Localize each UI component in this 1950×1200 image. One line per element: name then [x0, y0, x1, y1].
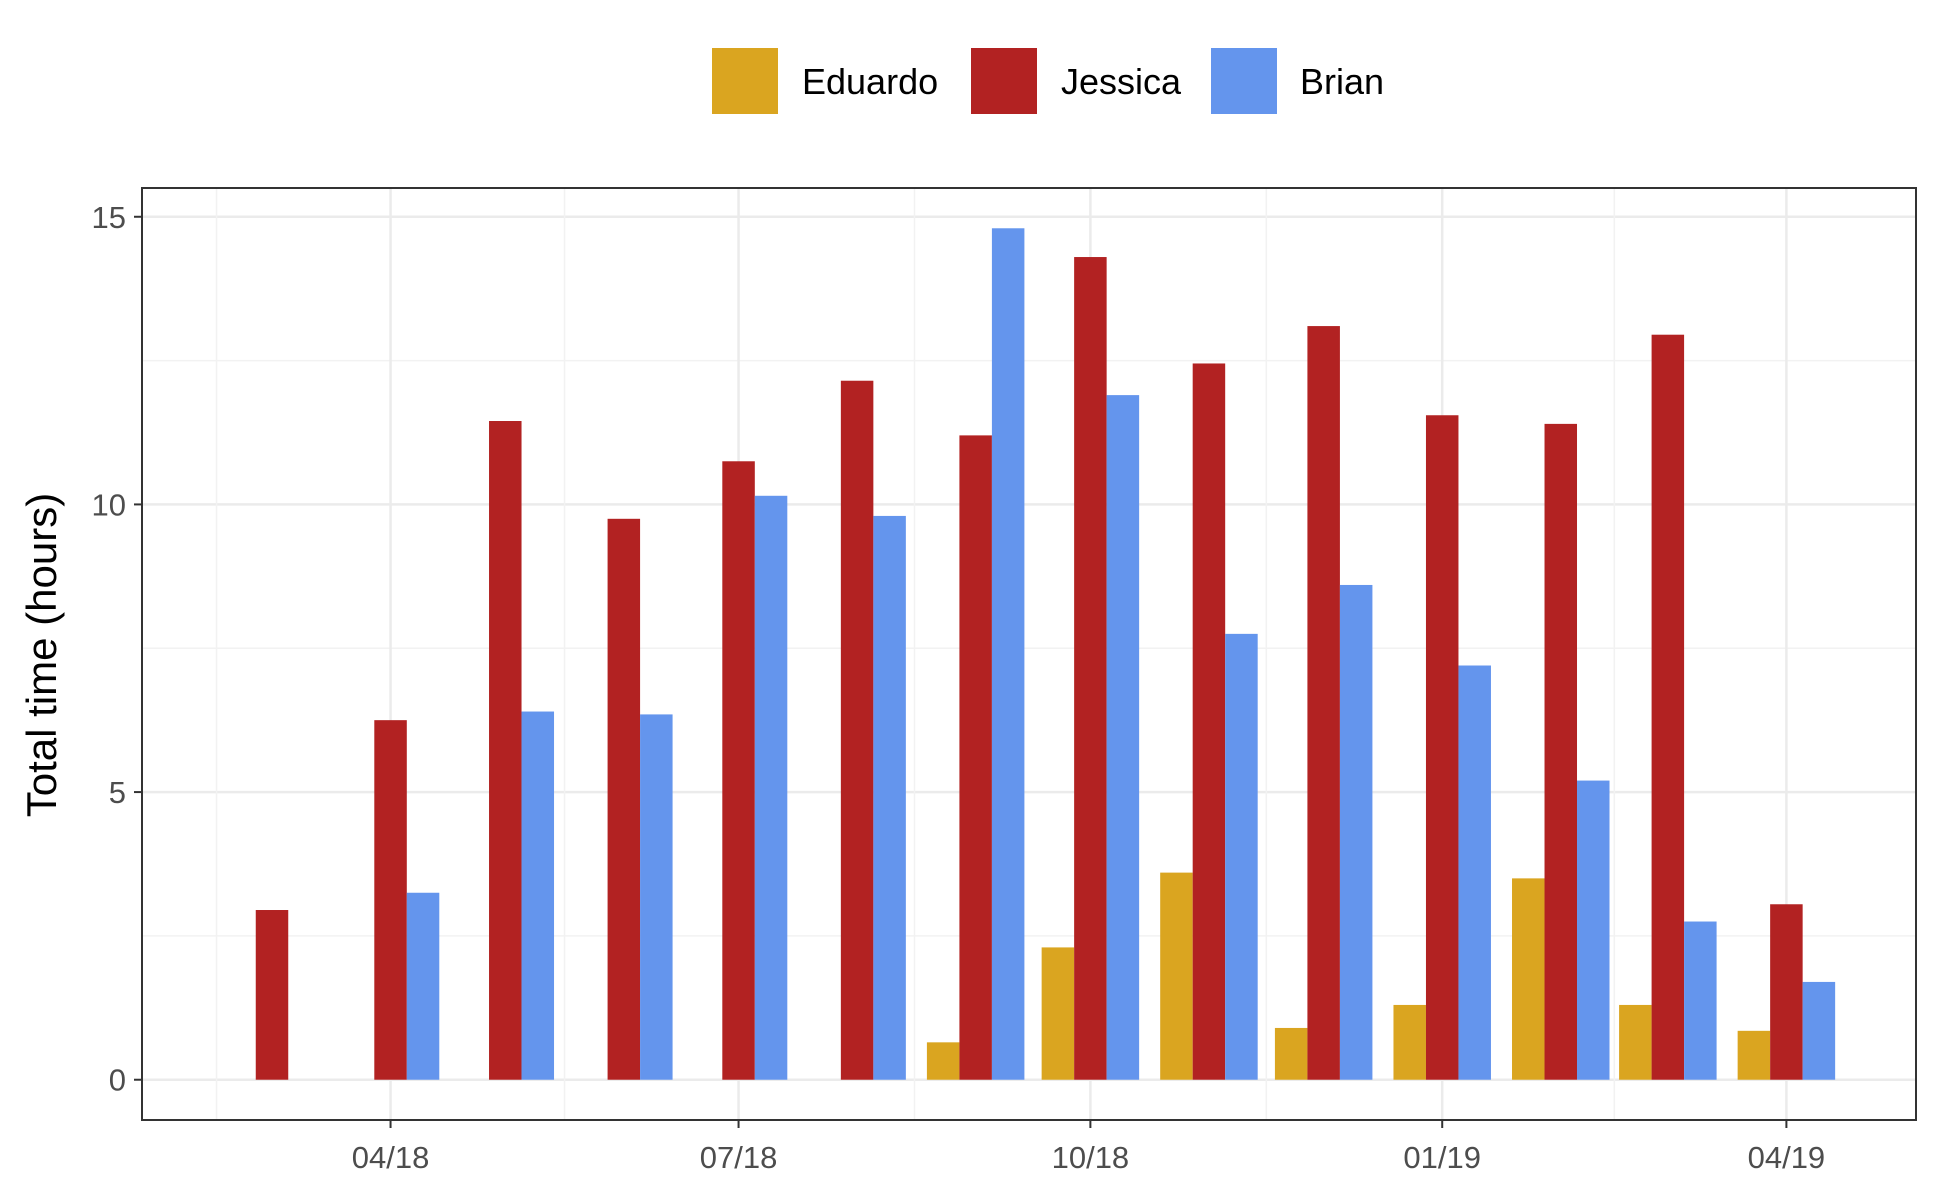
bar-brian — [991, 228, 1025, 1080]
x-tick-label: 04/18 — [352, 1140, 430, 1175]
legend-swatch-brian — [1211, 48, 1277, 114]
bar-eduardo — [1737, 1030, 1771, 1080]
bar-brian — [873, 515, 906, 1080]
bar-eduardo — [1619, 1004, 1652, 1080]
y-tick-label: 10 — [92, 487, 126, 522]
bar-brian — [1225, 633, 1258, 1080]
y-axis: 0 5 10 15 — [92, 200, 142, 1098]
bar-brian — [1106, 395, 1140, 1080]
x-tick-label: 01/19 — [1403, 1140, 1481, 1175]
bar-brian — [1684, 921, 1717, 1080]
legend: Eduardo Jessica Brian — [712, 48, 1384, 114]
x-tick-label: 07/18 — [700, 1140, 778, 1175]
bar-jessica — [1544, 423, 1578, 1080]
bar-jessica — [722, 461, 755, 1080]
legend-label-brian: Brian — [1300, 61, 1384, 102]
bar-jessica — [1651, 334, 1685, 1080]
bar-brian — [1339, 584, 1373, 1080]
bar-brian — [1458, 665, 1491, 1080]
bar-eduardo — [1393, 1004, 1426, 1080]
y-tick-label: 5 — [109, 775, 126, 810]
bar-jessica — [374, 720, 407, 1080]
bar-brian — [754, 495, 788, 1080]
bar-jessica — [1425, 415, 1459, 1080]
legend-swatch-eduardo — [712, 48, 778, 114]
bar-jessica — [1307, 326, 1340, 1080]
legend-label-jessica: Jessica — [1061, 61, 1182, 102]
bar-brian — [521, 711, 555, 1080]
bar-jessica — [489, 421, 522, 1080]
grid — [142, 188, 1916, 1120]
legend-swatch-jessica — [971, 48, 1037, 114]
y-axis-title: Total time (hours) — [18, 493, 65, 817]
bar-jessica — [255, 910, 289, 1080]
bar-eduardo — [1160, 872, 1193, 1080]
bar-brian — [1577, 780, 1610, 1080]
bars — [255, 228, 1836, 1080]
bar-brian — [1802, 981, 1836, 1080]
bar-jessica — [607, 518, 641, 1080]
y-tick-label: 0 — [109, 1063, 126, 1098]
x-tick-label: 10/18 — [1052, 1140, 1130, 1175]
y-tick-label: 15 — [92, 200, 126, 235]
legend-label-eduardo: Eduardo — [802, 61, 938, 102]
bar-eduardo — [1512, 878, 1545, 1080]
plot-panel-border — [141, 187, 1917, 1121]
bar-jessica — [1192, 363, 1226, 1080]
x-axis: 04/18 07/18 10/18 01/19 04/19 — [352, 1120, 1825, 1175]
bar-jessica — [840, 380, 874, 1080]
bar-brian — [640, 714, 673, 1080]
bar-jessica — [959, 435, 992, 1080]
bar-eduardo — [1274, 1027, 1308, 1080]
bar-brian — [406, 892, 440, 1080]
bar-jessica — [1074, 257, 1107, 1080]
x-tick-label: 04/19 — [1748, 1140, 1826, 1175]
bar-eduardo — [926, 1042, 960, 1080]
bar-eduardo — [1041, 947, 1075, 1080]
bar-jessica — [1770, 904, 1803, 1080]
